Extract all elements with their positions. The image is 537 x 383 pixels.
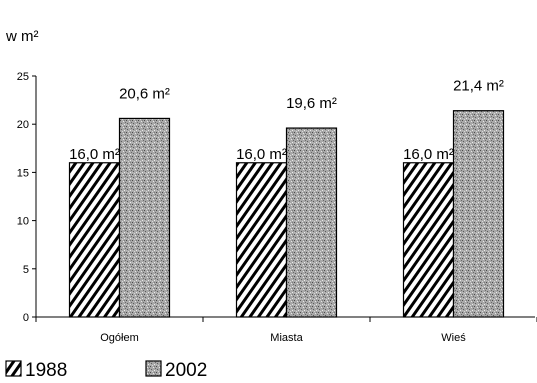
data-label: 16,0 m² bbox=[236, 146, 287, 163]
y-tick-label: 25 bbox=[17, 71, 29, 83]
bar-2002-3 bbox=[452, 110, 505, 318]
legend-label-2002: 2002 bbox=[165, 360, 207, 381]
category-labels: Ogółem Miasta Wieś bbox=[100, 332, 466, 344]
legend-swatch-2002 bbox=[145, 360, 162, 377]
legend-swatch-1988 bbox=[5, 360, 22, 377]
category-label: Wieś bbox=[441, 332, 466, 344]
bar-1988-3 bbox=[402, 162, 455, 318]
category-label: Ogółem bbox=[100, 332, 139, 344]
axes bbox=[35, 76, 535, 318]
data-label: 16,0 m² bbox=[69, 146, 120, 163]
y-tick-label: 15 bbox=[17, 167, 29, 179]
category-label: Miasta bbox=[270, 332, 303, 344]
x-axis-ticks bbox=[35, 317, 537, 322]
bar-1988-2 bbox=[235, 162, 288, 318]
data-label: 16,0 m² bbox=[403, 146, 454, 163]
y-axis-unit-label: w m² bbox=[5, 28, 39, 45]
bar-2002-1 bbox=[118, 117, 171, 318]
y-axis-ticks: 0 5 10 15 20 25 bbox=[17, 71, 36, 324]
bars bbox=[68, 110, 505, 318]
y-tick-label: 0 bbox=[23, 312, 29, 324]
bar-1988-1 bbox=[68, 162, 121, 318]
data-label: 20,6 m² bbox=[119, 85, 170, 102]
y-tick-label: 10 bbox=[17, 216, 29, 228]
data-label: 21,4 m² bbox=[453, 78, 504, 95]
data-labels: 16,0 m² 20,6 m² 16,0 m² 19,6 m² 16,0 m² 21,4 … bbox=[69, 78, 504, 163]
bar-2002-2 bbox=[285, 127, 338, 318]
legend: 1988 2002 bbox=[5, 360, 207, 381]
y-tick-label: 5 bbox=[23, 264, 29, 276]
y-tick-label: 20 bbox=[17, 119, 29, 131]
legend-label-1988: 1988 bbox=[25, 360, 67, 381]
data-label: 19,6 m² bbox=[286, 95, 337, 112]
